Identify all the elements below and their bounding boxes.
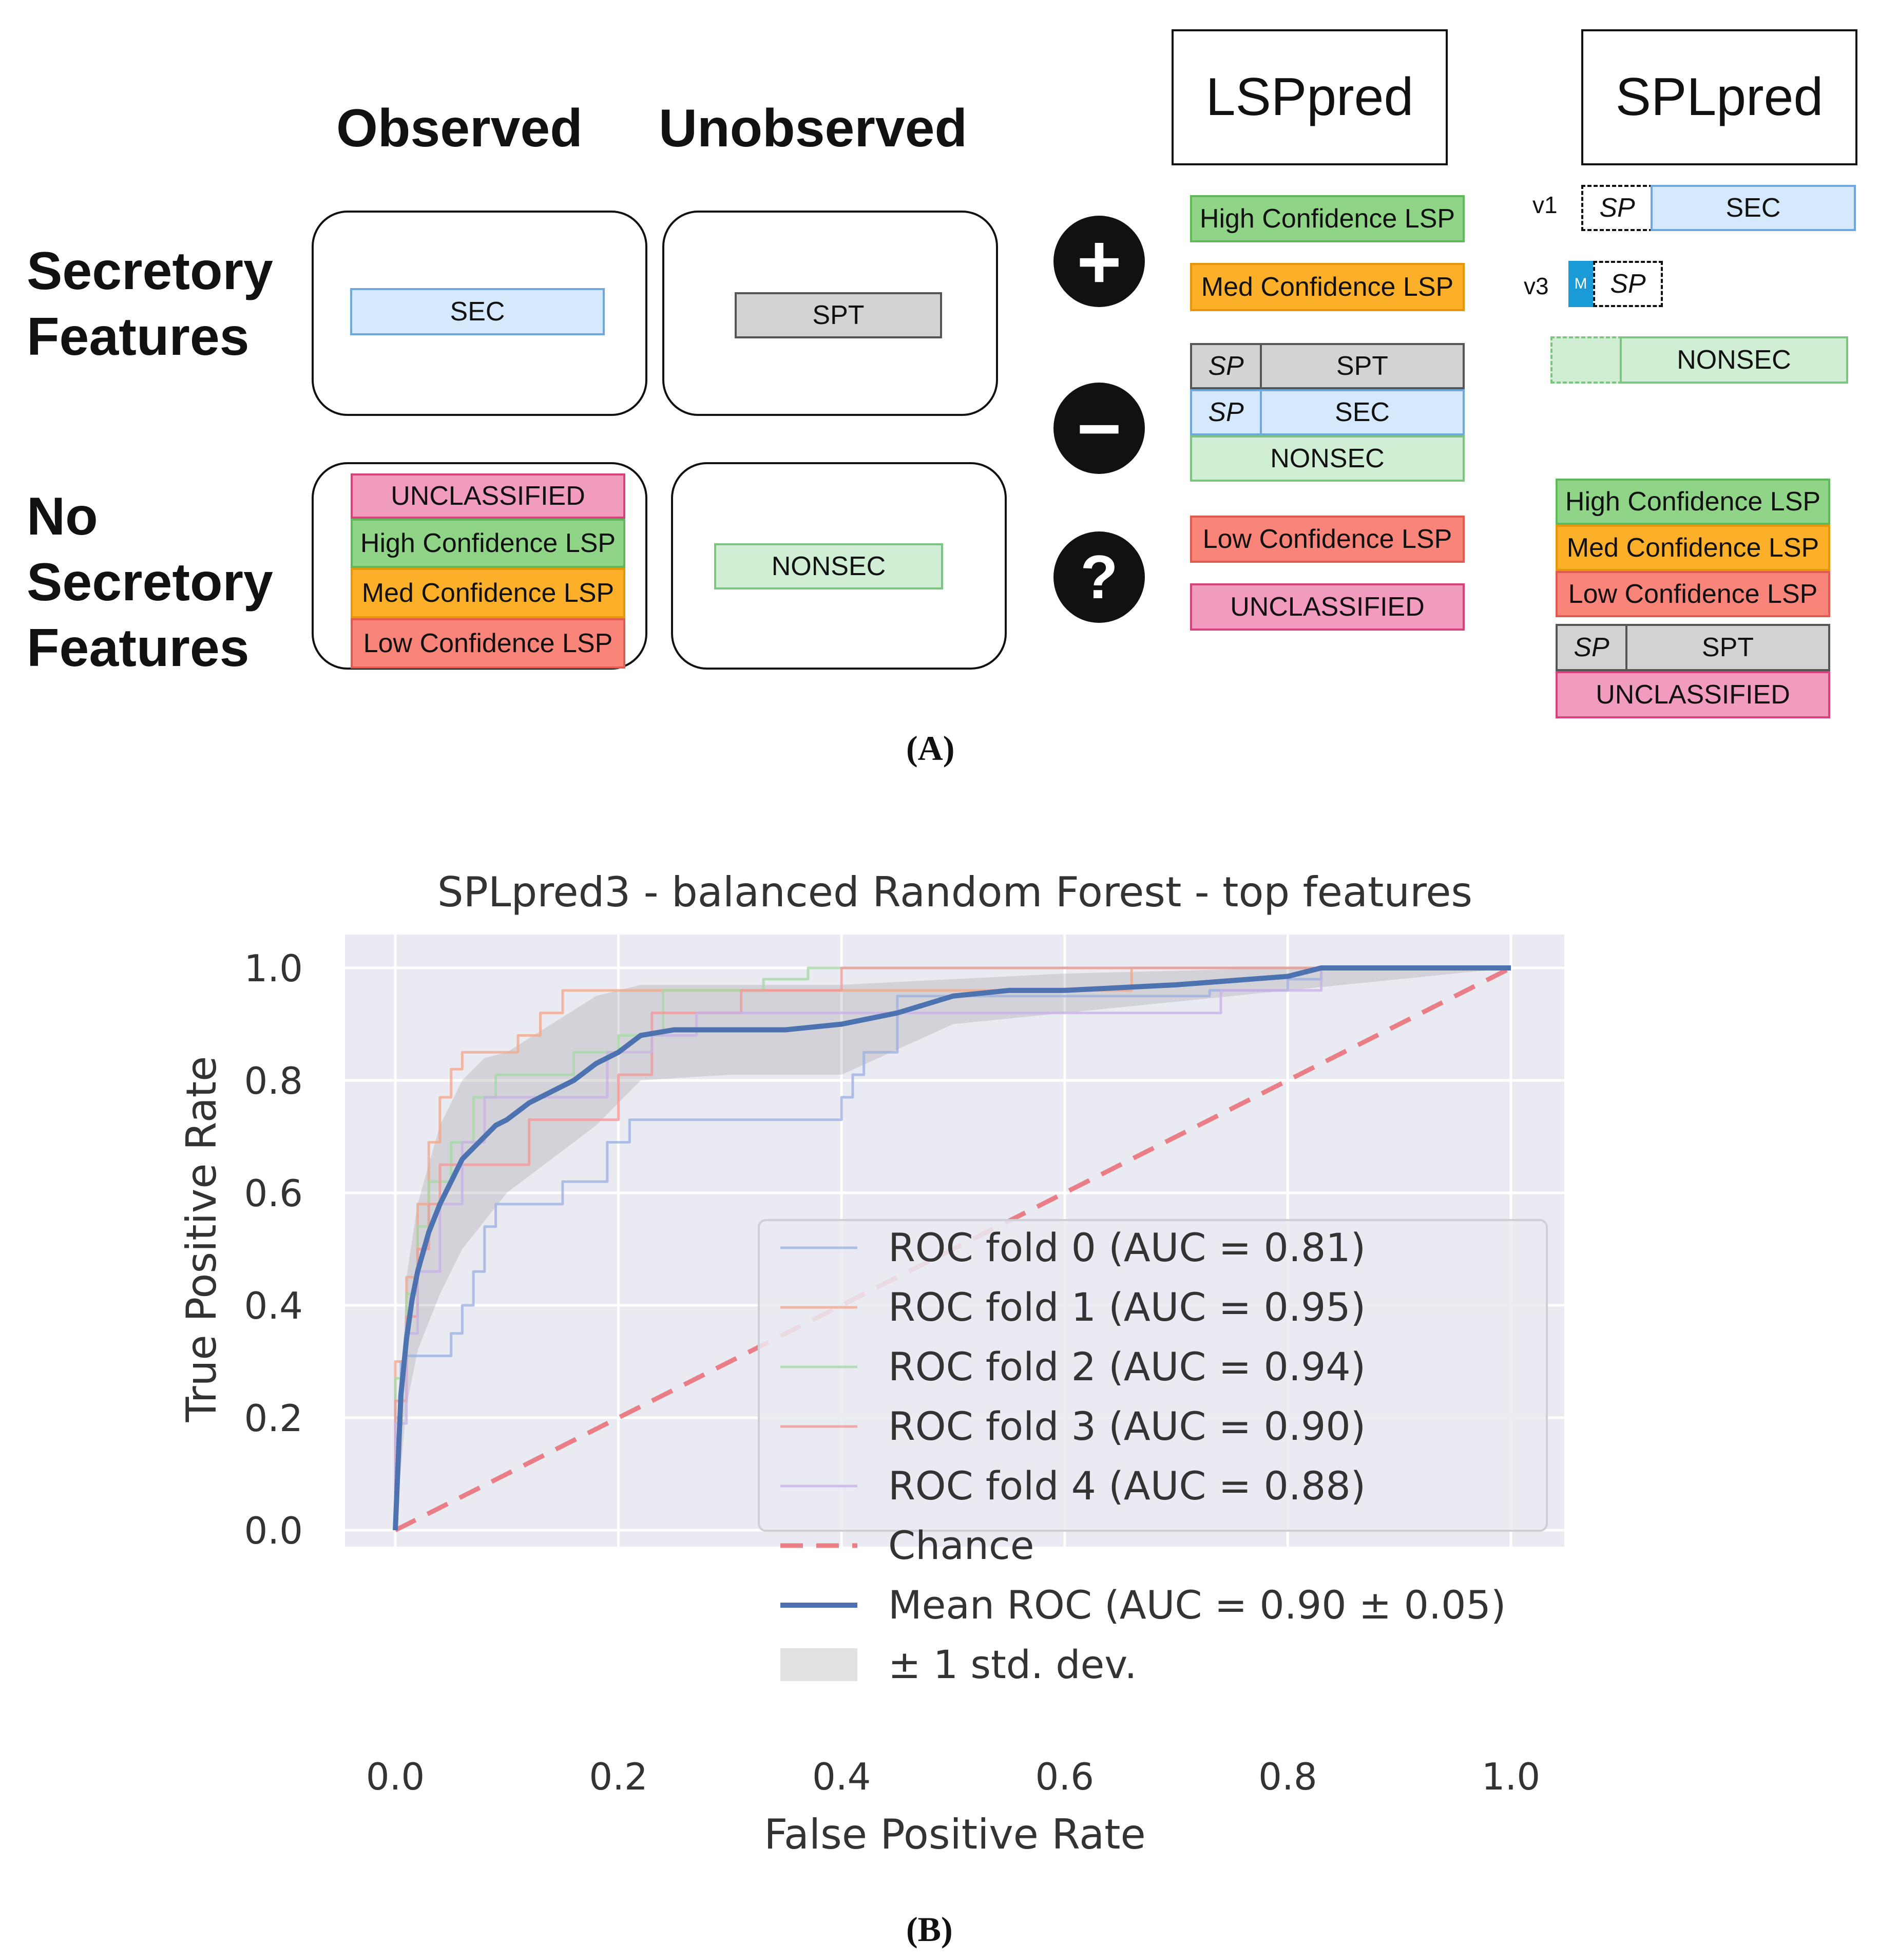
lsppred-low-confidence: Low Confidence LSP [1190, 516, 1465, 563]
roc-chart: SPLpred3 - balanced Random Forest - top … [178, 868, 1564, 1858]
splpred-v3-sp: SP [1593, 261, 1663, 307]
x-tick-4: 0.8 [1258, 1755, 1317, 1798]
secretory-features-label: Secretory Features [27, 241, 273, 367]
lsppred-title: LSPpred [1172, 29, 1448, 165]
plus-icon: + [1053, 216, 1145, 307]
sec-tag: SEC [350, 288, 605, 335]
x-tick-3: 0.6 [1036, 1755, 1095, 1798]
series-line-4 [394, 966, 1511, 1530]
caption-b: (B) [906, 1910, 953, 1949]
legend-label-2: ROC fold 2 (AUC = 0.94) [888, 1344, 1366, 1390]
series-line-6 [393, 965, 1511, 1531]
splpred-sp-spt: SP [1556, 624, 1627, 671]
legend-label-6: Mean ROC (AUC = 0.90 ± 0.05) [888, 1582, 1506, 1628]
y-tick-3: 0.6 [244, 1172, 303, 1215]
splpred-nonsec-dashed-box [1550, 336, 1622, 384]
legend-label-0: ROC fold 0 (AUC = 0.81) [888, 1225, 1366, 1270]
nosec-unobserved-panel: NONSEC [671, 462, 1007, 670]
observed-header: Observed [336, 99, 583, 158]
lsppred-unclassified: UNCLASSIFIED [1190, 583, 1465, 631]
x-tick-labels: 0.0 0.2 0.4 0.6 0.8 1.0 [366, 1755, 1541, 1798]
x-tick-5: 1.0 [1482, 1755, 1541, 1798]
minus-icon: − [1053, 383, 1145, 474]
lsppred-sec: SEC [1260, 389, 1465, 435]
x-tick-1: 0.2 [589, 1755, 648, 1798]
unobserved-header: Unobserved [659, 99, 968, 158]
splpred-v3-m: M [1568, 261, 1593, 307]
nosec-observed-panel: UNCLASSIFIED High Confidence LSP Med Con… [312, 462, 647, 670]
y-tick-labels: 0.0 0.2 0.4 0.6 0.8 1.0 [244, 947, 303, 1552]
lsppred-high-confidence: High Confidence LSP [1190, 195, 1465, 242]
chart-title: SPLpred3 - balanced Random Forest - top … [437, 868, 1472, 916]
lsppred-spt: SPT [1260, 343, 1465, 389]
med-confidence-tag: Med Confidence LSP [351, 568, 625, 618]
splpred-v1-sec: SEC [1651, 185, 1856, 231]
legend-swatch-7 [780, 1648, 857, 1681]
y-axis-label: True Positive Rate [178, 1056, 225, 1423]
splpred-title: SPLpred [1581, 29, 1857, 165]
splpred-unclassified: UNCLASSIFIED [1556, 671, 1830, 718]
lsppred-sp-spt: SP [1190, 343, 1262, 389]
high-confidence-tag: High Confidence LSP [351, 519, 625, 568]
v1-label: v1 [1532, 192, 1558, 218]
legend-label-4: ROC fold 4 (AUC = 0.88) [888, 1463, 1366, 1509]
x-axis-label: False Positive Rate [764, 1811, 1146, 1858]
y-tick-5: 1.0 [244, 947, 303, 990]
lsppred-med-confidence: Med Confidence LSP [1190, 263, 1465, 311]
x-tick-2: 0.4 [812, 1755, 871, 1798]
v3-label: v3 [1524, 273, 1549, 299]
splpred-low-confidence: Low Confidence LSP [1556, 571, 1830, 617]
splpred-spt: SPT [1625, 624, 1830, 671]
splpred-nonsec: NONSEC [1620, 336, 1848, 384]
legend: ROC fold 0 (AUC = 0.81) ROC fold 1 (AUC =… [758, 1219, 1548, 1687]
y-tick-0: 0.0 [244, 1509, 303, 1552]
legend-label-7: ± 1 std. dev. [888, 1642, 1137, 1687]
caption-a: (A) [906, 729, 955, 768]
low-confidence-tag: Low Confidence LSP [351, 618, 625, 669]
secretory-observed-panel: SEC [312, 211, 647, 416]
series-line-0 [394, 966, 1511, 1530]
splpred-high-confidence: High Confidence LSP [1556, 479, 1830, 525]
y-tick-2: 0.4 [244, 1284, 303, 1327]
lsppred-nonsec: NONSEC [1190, 435, 1465, 482]
spt-tag: SPT [735, 292, 942, 338]
splpred-med-confidence: Med Confidence LSP [1556, 525, 1830, 571]
x-tick-0: 0.0 [366, 1755, 425, 1798]
unclassified-tag: UNCLASSIFIED [351, 473, 625, 519]
legend-label-3: ROC fold 3 (AUC = 0.90) [888, 1403, 1366, 1449]
y-tick-1: 0.2 [244, 1397, 303, 1440]
legend-label-5: Chance [888, 1523, 1034, 1568]
question-icon: ? [1053, 531, 1145, 623]
y-tick-4: 0.8 [244, 1059, 303, 1102]
splpred-v1-sp: SP [1581, 185, 1653, 231]
legend-box [758, 1219, 1548, 1532]
secretory-unobserved-panel: SPT [662, 211, 998, 416]
lsppred-sp-sec: SP [1190, 389, 1262, 435]
no-secretory-features-label: No Secretory Features [27, 487, 273, 678]
legend-label-1: ROC fold 1 (AUC = 0.95) [888, 1284, 1366, 1330]
nonsec-tag: NONSEC [714, 543, 943, 589]
